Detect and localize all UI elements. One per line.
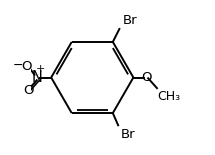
Text: O: O — [23, 84, 34, 97]
Text: −: − — [13, 59, 23, 72]
Text: N: N — [31, 70, 42, 85]
Text: O: O — [22, 60, 32, 73]
Text: O: O — [141, 71, 152, 84]
Text: Br: Br — [121, 128, 136, 141]
Text: Br: Br — [123, 14, 137, 27]
Text: +: + — [35, 64, 45, 74]
Text: CH₃: CH₃ — [158, 90, 181, 103]
